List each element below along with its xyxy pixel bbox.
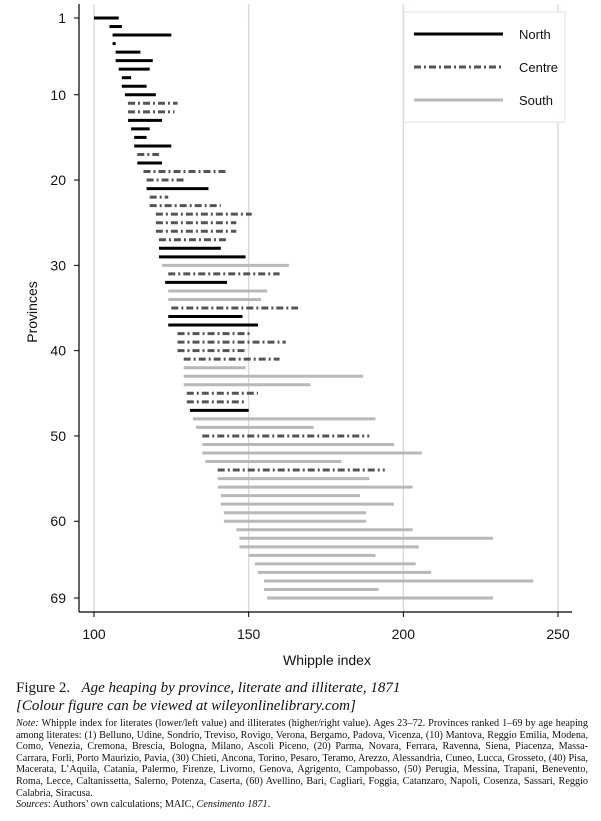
figure-title-text: Age heaping by province, literate and il… [81,680,401,696]
legend-label-south: South [519,93,553,108]
x-tick-label-150: 150 [237,626,261,642]
sources-italic: Censimento 1871 [196,799,268,811]
y-tick-label-60: 60 [50,513,66,529]
figure-title: Figure 2. Age heaping by province, liter… [16,680,588,697]
figure-sources: Sources: Authors’ own calculations; MAIC… [16,799,588,811]
note-text: Whipple index for literates (lower/left … [16,718,588,799]
axes: 1 10 20 30 40 50 60 69 100 150 200 250 [50,4,572,642]
y-tick-label-1: 1 [58,10,66,26]
legend-label-north: North [519,27,551,42]
y-tick-label-40: 40 [50,343,66,359]
x-axis-label: Whipple index [283,652,371,668]
x-tick-label-200: 200 [392,626,416,642]
x-tick-label-100: 100 [82,626,106,642]
figure-subtitle: [Colour figure can be viewed at wileyonl… [16,698,356,714]
sources-label: Sources [16,799,48,811]
sources-text: : Authors’ own calculations; MAIC, [47,799,197,811]
province-range-bars [94,16,534,600]
y-axis-label: Provinces [24,281,40,342]
y-tick-label-20: 20 [50,172,66,188]
y-tick-label-69: 69 [50,590,66,606]
y-tick-label-10: 10 [50,87,66,103]
figure-note: Note: Whipple index for literates (lower… [16,718,588,799]
whipple-chart: 1 10 20 30 40 50 60 69 100 150 200 250 North Centre S… [24,4,572,668]
figure-caption: Figure 2. Age heaping by province, liter… [16,680,588,811]
y-tick-label-50: 50 [50,428,66,444]
note-label: Note: [16,718,39,729]
x-tick-label-250: 250 [546,626,570,642]
sources-end: . [267,799,271,811]
legend-label-centre: Centre [519,60,558,75]
y-tick-label-30: 30 [50,257,66,273]
figure-label: Figure 2. [16,680,71,696]
legend: North Centre South [403,11,566,123]
